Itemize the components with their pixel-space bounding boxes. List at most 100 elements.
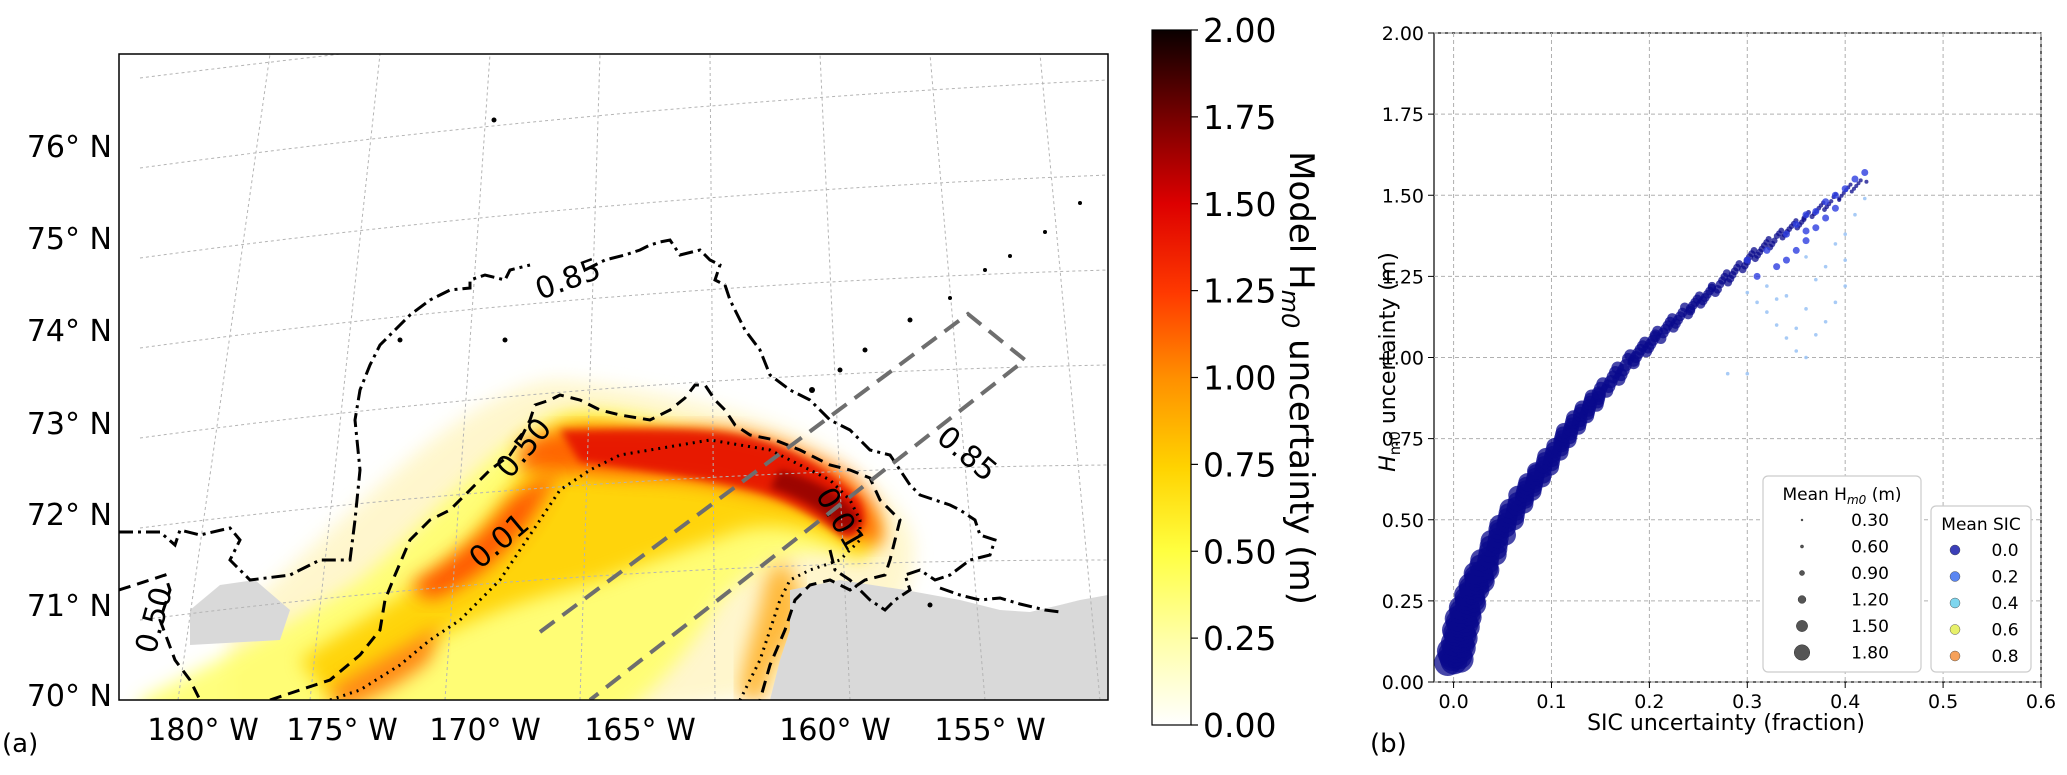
size-legend-marker: [1796, 620, 1808, 632]
scatter-point: [1743, 256, 1751, 264]
y-tick-label: 0.75: [1382, 429, 1424, 451]
x-tick-label: 0.5: [1928, 691, 1958, 713]
x-tick-label: 0.4: [1830, 691, 1860, 713]
study-area-box: [538, 311, 1029, 700]
lon-tick-label: 165° W: [584, 713, 695, 748]
size-legend-marker: [1800, 544, 1804, 549]
scatter-point: [1782, 230, 1790, 238]
scatter-point: [1652, 325, 1663, 337]
scatter-point: [1823, 264, 1828, 269]
scatter-point: [1745, 371, 1750, 376]
scatter-point: [1814, 332, 1818, 337]
lon-tick-label: 175° W: [286, 713, 397, 748]
size-legend-label: 1.80: [1851, 644, 1889, 664]
color-legend-title: Mean SIC: [1941, 515, 2020, 535]
size-legend-label: 0.30: [1851, 511, 1889, 531]
scatter-point: [1822, 198, 1830, 206]
ice-specks: [397, 117, 1082, 608]
scatter-point: [1725, 371, 1730, 376]
scatter-point: [1763, 246, 1771, 254]
scatter-point: [1862, 196, 1867, 201]
colorbar: 0.00 0.25 0.50 0.75 1.00 1.25 1.50 1.75 2.00 Mod…: [1151, 11, 1321, 745]
y-tick-label: 0.50: [1382, 510, 1424, 532]
scatter-point: [1694, 291, 1704, 301]
scatter-point: [1853, 212, 1857, 217]
size-legend-label: 1.50: [1851, 617, 1889, 637]
scatter-point: [1812, 207, 1820, 215]
scatter-point: [1667, 313, 1678, 324]
scatter-point: [1735, 260, 1743, 268]
scatter-point: [1792, 246, 1800, 254]
colorbar-tick-label: 2.00: [1203, 11, 1276, 50]
colorbar-label-main: Model H: [1281, 151, 1321, 289]
scatter-point: [1804, 307, 1808, 311]
heat-field: [140, 380, 914, 700]
lon-tick-label: 180° W: [147, 713, 258, 748]
scatter-point: [1812, 224, 1820, 232]
lon-tick-label: 160° W: [779, 713, 890, 748]
colorbar-label: Model Hm0 uncertainty (m): [1276, 151, 1321, 605]
size-legend-box: [1762, 475, 1922, 673]
lat-tick-label: 74° N: [27, 314, 112, 349]
scatter-point: [1861, 169, 1869, 177]
lat-tick-label: 73° N: [27, 407, 112, 442]
size-legend-title-sub: m0: [1847, 493, 1867, 507]
scatter-point: [1802, 211, 1810, 219]
scatter-point: [1839, 193, 1844, 198]
scatter-point: [1804, 355, 1808, 360]
map-frame: [118, 53, 1109, 701]
scatter-point: [1829, 199, 1834, 204]
scatter-point: [1854, 183, 1859, 188]
size-legend-marker: [1800, 518, 1804, 522]
scatter-point: [1848, 182, 1853, 187]
colorbar-tick-label: 0.25: [1203, 619, 1276, 658]
lon-tick-label: 155° W: [934, 713, 1045, 748]
scatter-point: [1782, 256, 1790, 264]
color-legend: Mean SIC 0.0 0.2 0.4 0.6 0.8: [1930, 505, 2032, 673]
scatter-point: [1774, 323, 1779, 327]
scatter-point: [1822, 214, 1830, 222]
color-legend-entries: 0.0 0.2 0.4 0.6 0.8: [1949, 541, 2019, 667]
scatter-point: [1833, 242, 1838, 246]
scatter-point: [1765, 310, 1769, 314]
color-legend-marker: [1949, 650, 1961, 662]
y-axis-label-sub: m0: [1386, 431, 1404, 455]
y-tick-label: 1.00: [1382, 348, 1424, 370]
lat-tick-label: 75° N: [27, 222, 112, 257]
size-legend-marker: [1793, 644, 1811, 661]
lat-tick-label: 76° N: [27, 130, 112, 165]
panel-label-a: (a): [2, 729, 38, 759]
colorbar-label-rest: uncertainty (m): [1281, 328, 1321, 605]
scatter-point: [1851, 175, 1859, 183]
scatter-point: [1833, 300, 1838, 305]
scatter-point: [1823, 320, 1828, 324]
colorbar-tick-label: 0.00: [1203, 706, 1276, 745]
y-axis-label-main: H: [1376, 455, 1401, 472]
size-legend-entries: 0.30 0.60 0.90 1.20 1.50 1.80: [1793, 511, 1889, 664]
scatter-point: [1804, 255, 1808, 259]
x-tick-label: 0.0: [1438, 691, 1468, 713]
scatter-point: [1814, 277, 1818, 282]
size-legend-title-rest: (m): [1866, 485, 1901, 505]
scatter-point: [1722, 269, 1731, 278]
contour-001: [329, 438, 862, 700]
scatter-point: [1849, 189, 1854, 194]
colorbar-tick-label: 1.25: [1203, 272, 1276, 311]
scatter-point: [1680, 302, 1690, 312]
y-axis-label: Hm0 uncertainty (m): [1376, 252, 1404, 472]
graticule: [139, 54, 1108, 700]
scatter-point: [1773, 263, 1781, 271]
scatter-point: [1843, 232, 1847, 236]
color-legend-marker: [1949, 624, 1961, 635]
scatter-point: [1753, 272, 1761, 280]
scatter-point: [1856, 181, 1861, 186]
scatter-point: [1858, 178, 1863, 183]
scatter-point: [1771, 237, 1778, 244]
colorbar-ticks: 0.00 0.25 0.50 0.75 1.00 1.25 1.50 1.75 2.00: [1191, 11, 1276, 745]
size-legend-marker: [1799, 570, 1805, 576]
x-tick-label: 0.2: [1634, 691, 1664, 713]
panel-label-b: (b): [1370, 729, 1407, 759]
color-legend-label: 0.8: [1991, 647, 2018, 667]
y-tick-label: 1.75: [1382, 104, 1424, 126]
